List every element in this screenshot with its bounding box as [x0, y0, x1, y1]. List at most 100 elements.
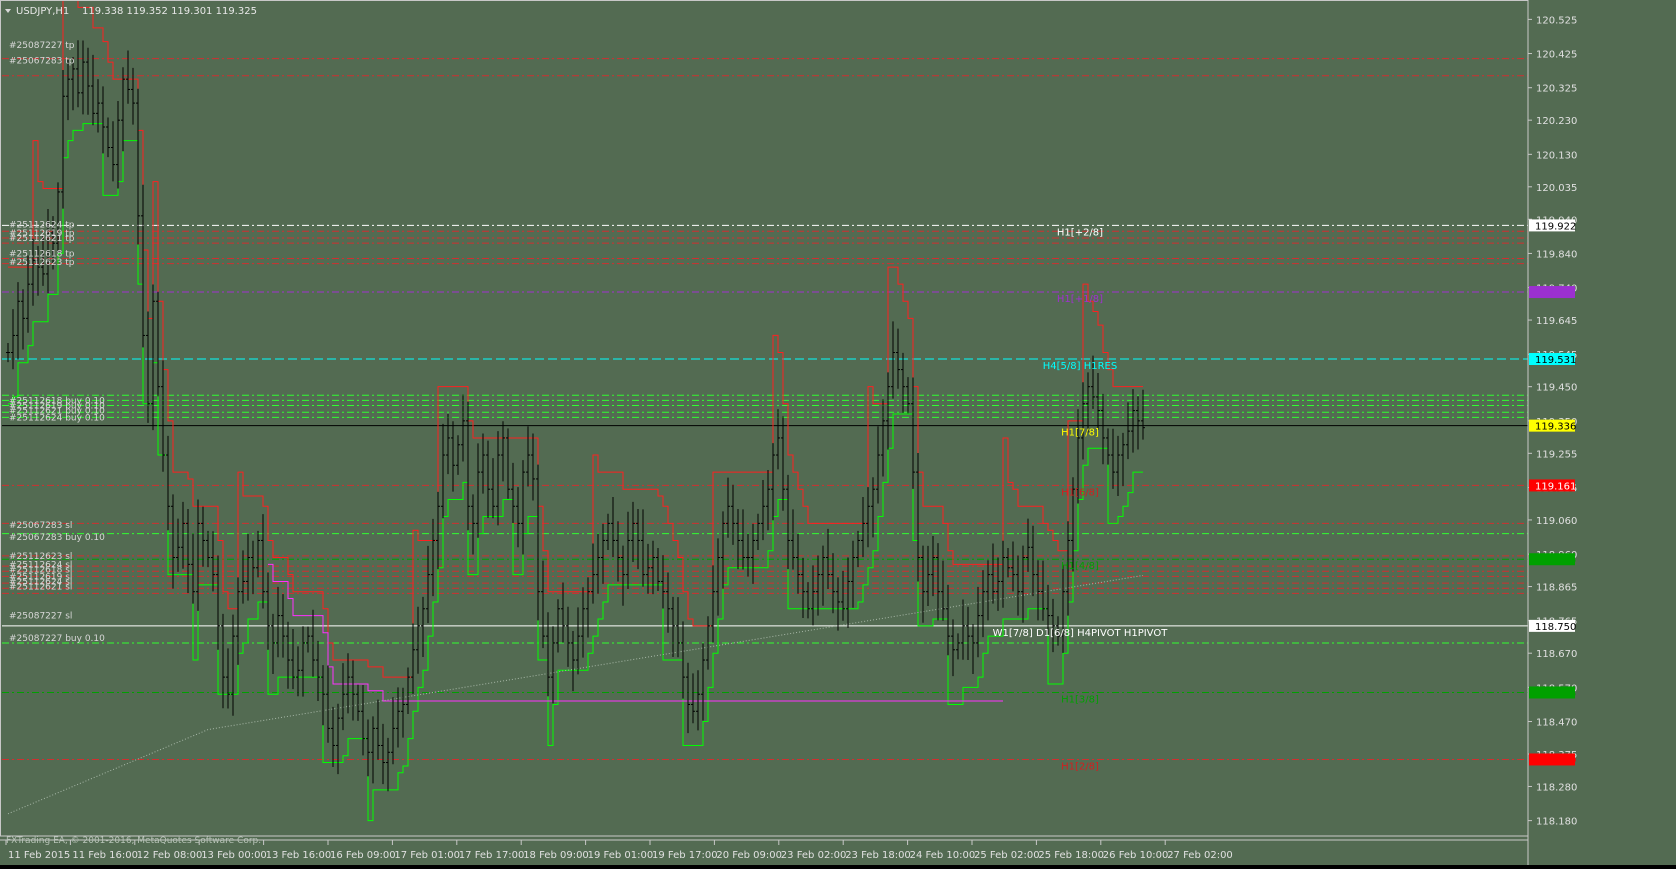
price-badge-label: 118.359 [1535, 755, 1576, 766]
time-tick-label: 19 Feb 01:00 [588, 850, 654, 861]
price-tick-label: 118.865 [1536, 583, 1577, 594]
time-tick-label: 26 Feb 10:00 [1103, 850, 1169, 861]
price-badge [1529, 686, 1575, 699]
price-badge [1529, 479, 1575, 492]
order-label: #25112619 buy 0.10 [9, 401, 105, 411]
level-label: W1[7/8] D1[6/8] H4PIVOT H1PIVOT [993, 628, 1169, 639]
price-badge-label: 118.750 [1535, 622, 1576, 633]
price-tick-label: 120.425 [1536, 50, 1577, 61]
order-label: #25112624 sl [9, 577, 72, 587]
price-badge [1529, 419, 1575, 432]
order-labels: #25087227 tp#25067283 tp#25112624 tp#251… [9, 41, 105, 644]
time-tick-label: 19 Feb 17:00 [652, 850, 718, 861]
time-tick-label: 16 Feb 09:00 [330, 850, 396, 861]
chart-header: USDJPY,H1 119.338 119.352 119.301 119.32… [5, 6, 257, 17]
time-tick-label: 11 Feb 16:00 [72, 850, 138, 861]
order-label: #25067283 buy 0.10 [9, 533, 105, 543]
price-tick-label: 118.670 [1536, 649, 1577, 660]
order-label: #25112619 tp [9, 229, 75, 239]
price-tick-label: 119.840 [1536, 249, 1577, 260]
price-tick-label: 118.470 [1536, 718, 1577, 729]
price-tick-label: 120.525 [1536, 15, 1577, 26]
symbol-title: USDJPY,H1 [16, 6, 69, 17]
time-tick-label: 17 Feb 01:00 [394, 850, 460, 861]
price-badge-label: 119.727 [1535, 288, 1576, 299]
price-tick-label: 120.130 [1536, 150, 1577, 161]
order-label: #25067283 tp [9, 56, 75, 66]
candles [6, 40, 1145, 792]
chevron-down-icon[interactable] [5, 9, 11, 13]
ohlc-readout: 119.338 119.352 119.301 119.325 [82, 6, 257, 17]
price-badge-label: 119.531 [1535, 355, 1576, 366]
order-label: #25087227 sl [9, 612, 72, 622]
level-label: H1[+2/8] [1057, 227, 1103, 238]
order-label: #25112623 tp [9, 258, 75, 268]
level-label: H1[6/8] [1061, 487, 1099, 498]
copyright-text: FXTrading EA, © 2001-2016, MetaQuotes So… [6, 836, 261, 846]
time-tick-label: 23 Feb 18:00 [845, 850, 911, 861]
price-badge [1529, 753, 1575, 766]
price-badge-label: 119.336 [1535, 422, 1576, 433]
order-label: #25112621 tp [9, 234, 75, 244]
time-tick-label: 18 Feb 09:00 [523, 850, 589, 861]
price-badge [1529, 619, 1575, 632]
level-lines [2, 58, 1528, 760]
level-label: H1[4/8] [1061, 561, 1099, 572]
order-label: #25112624 sl [9, 560, 72, 570]
time-tick-label: 20 Feb 09:00 [716, 850, 782, 861]
level-label: H1[7/8] [1061, 428, 1099, 439]
time-tick-label: 25 Feb 18:00 [1038, 850, 1104, 861]
level-label: H1[2/8] [1061, 761, 1099, 772]
price-tick-label: 120.325 [1536, 84, 1577, 95]
order-label: #25112618 tp [9, 249, 75, 259]
price-tick-label: 119.255 [1536, 449, 1577, 460]
price-badge-label: 118.555 [1535, 688, 1576, 699]
price-badge-label: 118.945 [1535, 555, 1576, 566]
time-tick-label: 12 Feb 08:00 [137, 850, 203, 861]
level-labels: H1[+2/8] H1[+1/8] H4[5/8] H1RES H1[7/8] H1[6… [993, 227, 1169, 772]
time-tick-label: 23 Feb 02:00 [781, 850, 847, 861]
level-label: H4[5/8] H1RES [1043, 361, 1117, 372]
moving-average-line [7, 574, 1144, 815]
price-tick-label: 118.180 [1536, 817, 1577, 828]
price-tick-label: 120.230 [1536, 116, 1577, 127]
trailing-line [268, 563, 1003, 702]
level-label: H1[3/8] [1061, 694, 1099, 705]
price-axis: 120.525 120.425 120.325 120.230 120.130 120.0… [0, 0, 1577, 865]
time-tick-label: 25 Feb 02:00 [974, 850, 1040, 861]
time-tick-label: 13 Feb 00:00 [201, 850, 267, 861]
price-badge [1529, 219, 1575, 232]
order-label: #25067283 sl [9, 521, 72, 531]
time-tick-label: 11 Feb 2015 [8, 850, 70, 861]
order-label: #25112618 buy 0.10 [9, 396, 105, 406]
price-tick-label: 119.645 [1536, 316, 1577, 327]
time-tick-label: 27 Feb 02:00 [1167, 850, 1233, 861]
order-label: #25087227 buy 0.10 [9, 634, 105, 644]
price-badge [1529, 353, 1575, 366]
price-tick-label: 120.035 [1536, 183, 1577, 194]
price-badge-label: 119.161 [1535, 481, 1576, 492]
time-tick-label: 17 Feb 17:00 [459, 850, 525, 861]
order-label: #25112621 sl [9, 583, 72, 593]
price-tick-label: 119.060 [1536, 516, 1577, 527]
time-tick-label: 13 Feb 16:00 [266, 850, 332, 861]
order-label: #25112624 tp [9, 220, 75, 230]
price-tick-label: 119.450 [1536, 383, 1577, 394]
price-badge [1529, 286, 1575, 299]
level-label: H1[+1/8] [1057, 294, 1103, 305]
support-line [8, 123, 1143, 822]
order-label: #25112621 buy 0.10 [9, 407, 105, 417]
price-badge-label: 119.922 [1535, 221, 1576, 232]
order-label: #25112619 sl [9, 572, 72, 582]
order-label: #25087227 tp [9, 41, 75, 51]
price-tick-label: 118.280 [1536, 782, 1577, 793]
order-label: #25112618 sl [9, 565, 72, 575]
time-tick-label: 24 Feb 10:00 [910, 850, 976, 861]
order-label: #25112624 buy 0.10 [9, 413, 105, 423]
order-label: #25112623 sl [9, 552, 72, 562]
price-badge [1529, 553, 1575, 566]
